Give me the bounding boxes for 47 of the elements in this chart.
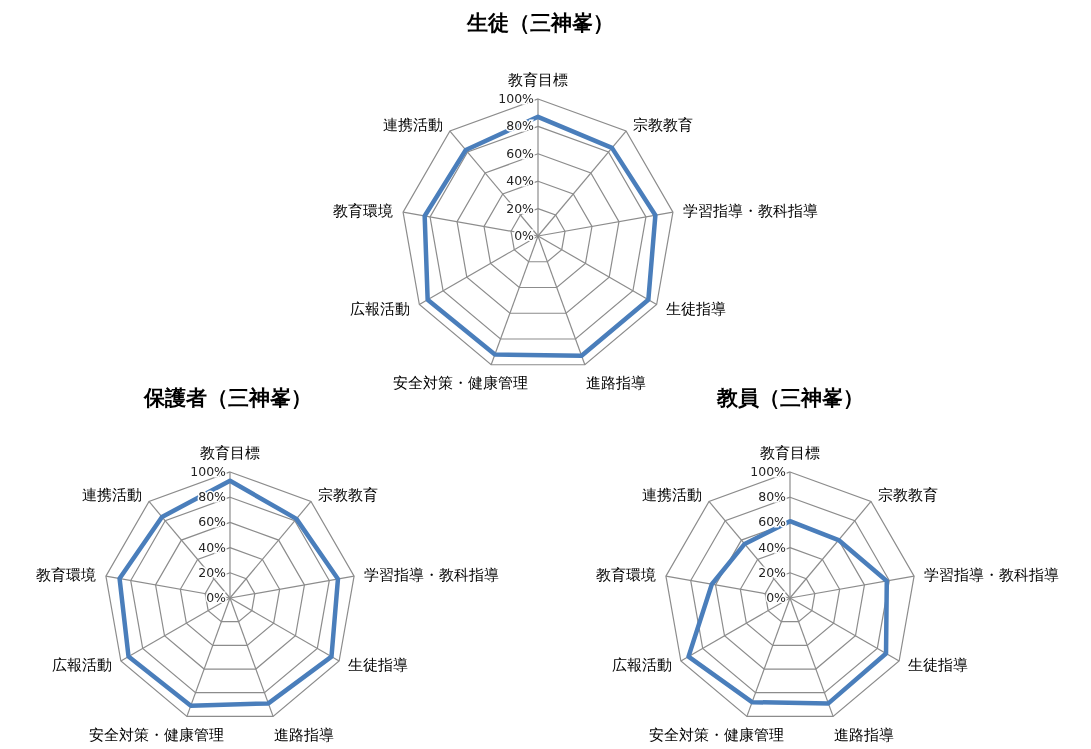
spoke-label: 広報活動 (51, 657, 112, 673)
chart-title: 生徒（三神峯） (465, 11, 614, 35)
spoke-label: 生徒指導 (348, 657, 409, 673)
y-tick-label: 40% (506, 173, 535, 189)
spoke-label: 生徒指導 (908, 657, 969, 673)
y-tick-label: 100% (190, 464, 227, 479)
spoke-label: 教育環境 (596, 566, 657, 583)
spoke-label: 安全対策・健康管理 (88, 726, 224, 743)
spoke-label: 広報活動 (611, 657, 672, 673)
spoke-label: 学習指導・教科指導 (363, 566, 499, 583)
y-tick-label: 60% (198, 514, 227, 530)
y-tick-label: 80% (758, 489, 787, 505)
y-tick-label: 100% (498, 91, 535, 106)
y-tick-label: 0% (766, 590, 787, 605)
spoke-label: 教育環境 (333, 202, 394, 219)
spoke-label: 教育目標 (508, 72, 568, 88)
y-tick-label: 100% (750, 464, 787, 479)
y-tick-label: 60% (506, 145, 535, 161)
chart-title: 保護者（三神峯） (143, 386, 312, 410)
y-tick-label: 20% (506, 200, 535, 216)
spoke-label: 連携活動 (382, 116, 443, 133)
spoke-label: 広報活動 (350, 300, 411, 317)
spoke-label: 進路指導 (273, 726, 334, 743)
spoke-label: 宗教教育 (633, 116, 694, 133)
spoke-label: 学習指導・教科指導 (923, 566, 1059, 583)
spoke-label: 生徒指導 (665, 300, 726, 317)
spoke-label: 宗教教育 (318, 487, 379, 504)
spoke-label: 進路指導 (833, 726, 894, 743)
spoke-label: 教育目標 (760, 445, 820, 461)
spoke-label: 宗教教育 (878, 487, 939, 504)
spoke-label: 学習指導・教科指導 (682, 202, 818, 219)
y-tick-label: 60% (758, 514, 787, 530)
spoke-label: 安全対策・健康管理 (648, 726, 784, 743)
spoke-label: 教育環境 (36, 566, 97, 583)
spoke-label: 教育目標 (200, 445, 260, 461)
spoke-label: 連携活動 (641, 487, 702, 504)
y-tick-label: 40% (198, 539, 227, 555)
y-tick-label: 80% (198, 489, 227, 505)
y-tick-label: 40% (758, 539, 787, 555)
spoke-label: 安全対策・健康管理 (392, 375, 528, 392)
chart-title: 教員（三神峯） (715, 386, 864, 410)
y-tick-label: 0% (514, 228, 535, 243)
y-tick-label: 20% (198, 564, 227, 580)
y-tick-label: 20% (758, 564, 787, 580)
y-tick-label: 0% (206, 590, 227, 605)
spoke-label: 進路指導 (585, 375, 646, 392)
spoke-label: 連携活動 (81, 487, 142, 504)
